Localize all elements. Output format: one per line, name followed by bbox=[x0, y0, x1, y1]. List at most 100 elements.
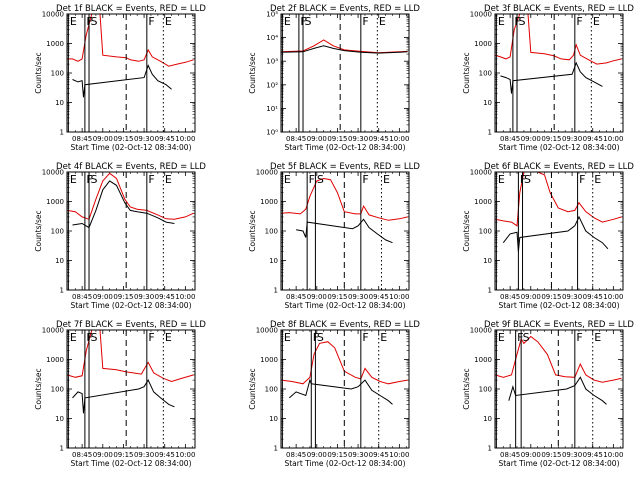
x-tick-label: 10:00 bbox=[175, 451, 195, 459]
y-axis-label: Counts/sec bbox=[248, 368, 257, 409]
chart-title: Det 6f BLACK = Events, RED = LLD bbox=[484, 162, 634, 172]
plot-frame bbox=[494, 171, 624, 291]
interval-marker-label: S bbox=[305, 15, 312, 28]
chart-panel: Det 8f BLACK = Events, RED = LLD 1 10 100 10… bbox=[248, 320, 420, 468]
y-axis-label: Counts/sec bbox=[462, 52, 471, 93]
interval-marker-label: F bbox=[86, 15, 92, 28]
y-tick-label: 100 bbox=[265, 386, 278, 394]
x-tick-label: 09:30 bbox=[348, 135, 368, 143]
x-tick-label: 08:45 bbox=[286, 293, 306, 301]
y-tick-label: 1 bbox=[60, 445, 64, 453]
x-tick-label: 09:15 bbox=[113, 293, 133, 301]
x-tick-label: 09:45 bbox=[583, 135, 603, 143]
y-tick-label: 10000 bbox=[42, 11, 64, 19]
y-axis-label: Counts/sec bbox=[248, 210, 257, 251]
interval-marker-label: S bbox=[519, 15, 526, 28]
y-tick-label: 10000 bbox=[470, 327, 492, 335]
x-tick-label: 08:45 bbox=[500, 135, 520, 143]
interval-marker-label: F bbox=[313, 331, 319, 344]
x-tick-label: 08:45 bbox=[72, 135, 92, 143]
chart-panel: Det 2f BLACK = Events, RED = LLD 10⁰ 10¹ 10… bbox=[248, 4, 420, 152]
interval-marker-label: F bbox=[148, 331, 154, 344]
y-tick-label: 10000 bbox=[42, 327, 64, 335]
x-tick-label: 08:45 bbox=[500, 293, 520, 301]
y-tick-label: 1 bbox=[488, 445, 492, 453]
lld-series-line bbox=[67, 172, 194, 220]
interval-marker-label: E bbox=[498, 15, 505, 28]
y-axis-label: Counts/sec bbox=[248, 52, 257, 93]
interval-marker-label: F bbox=[86, 173, 92, 186]
y-tick-label: 10000 bbox=[256, 169, 278, 177]
plot-frame bbox=[280, 13, 410, 133]
interval-marker-label: E bbox=[380, 331, 387, 344]
y-tick-label: 1 bbox=[60, 129, 64, 137]
x-tick-label: 10:00 bbox=[603, 293, 623, 301]
x-tick-label: 09:45 bbox=[155, 451, 175, 459]
x-tick-label: 10:00 bbox=[389, 135, 409, 143]
chart-title: Det 1f BLACK = Events, RED = LLD bbox=[56, 4, 206, 14]
y-tick-label: 1000 bbox=[46, 356, 64, 364]
x-tick-label: 09:15 bbox=[541, 293, 561, 301]
y-tick-label: 10 bbox=[483, 99, 492, 107]
y-tick-label: 100 bbox=[479, 70, 492, 78]
interval-marker-label: S bbox=[524, 173, 531, 186]
x-tick-label: 09:00 bbox=[93, 451, 113, 459]
interval-marker-label: F bbox=[579, 173, 585, 186]
interval-marker-label: E bbox=[498, 331, 505, 344]
interval-marker-label: S bbox=[91, 331, 98, 344]
events-series-line bbox=[502, 215, 609, 252]
y-axis-label: Counts/sec bbox=[34, 210, 43, 251]
y-tick-label: 10000 bbox=[470, 11, 492, 19]
x-tick-label: 08:45 bbox=[72, 451, 92, 459]
chart-title: Det 3f BLACK = Events, RED = LLD bbox=[484, 4, 634, 14]
y-tick-label: 1000 bbox=[474, 198, 492, 206]
x-tick-label: 09:00 bbox=[93, 135, 113, 143]
x-tick-label: 09:00 bbox=[521, 451, 541, 459]
interval-marker-label: F bbox=[517, 331, 523, 344]
events-series-line bbox=[72, 180, 175, 229]
y-axis-label: Counts/sec bbox=[462, 368, 471, 409]
x-tick-label: 09:45 bbox=[155, 293, 175, 301]
plot-frame bbox=[66, 13, 196, 133]
y-axis-label: Counts/sec bbox=[34, 368, 43, 409]
y-tick-label: 1000 bbox=[46, 40, 64, 48]
x-tick-label: 10:00 bbox=[389, 293, 409, 301]
x-tick-label: 09:30 bbox=[134, 135, 154, 143]
x-tick-label: 09:00 bbox=[93, 293, 113, 301]
interval-marker-label: S bbox=[523, 331, 530, 344]
interval-marker-label: S bbox=[317, 331, 324, 344]
events-series-line bbox=[500, 61, 603, 94]
chart-panel: Det 9f BLACK = Events, RED = LLD 1 10 100 10… bbox=[462, 320, 634, 468]
interval-marker-label: F bbox=[362, 173, 368, 186]
x-tick-label: 09:45 bbox=[583, 451, 603, 459]
interval-marker-label: E bbox=[165, 15, 172, 28]
x-tick-label: 08:45 bbox=[500, 451, 520, 459]
x-tick-label: 09:00 bbox=[307, 451, 327, 459]
chart-panel: Det 3f BLACK = Events, RED = LLD 1 10 100 10… bbox=[462, 4, 634, 152]
y-tick-label: 100 bbox=[51, 228, 64, 236]
plot-frame bbox=[280, 171, 410, 291]
x-tick-label: 09:00 bbox=[307, 135, 327, 143]
y-tick-label: 1000 bbox=[474, 40, 492, 48]
y-axis-label: Counts/sec bbox=[462, 210, 471, 251]
interval-marker-label: E bbox=[70, 173, 77, 186]
x-tick-label: 09:45 bbox=[583, 293, 603, 301]
chart-title: Det 2f BLACK = Events, RED = LLD bbox=[270, 4, 420, 14]
y-tick-label: 100 bbox=[479, 228, 492, 236]
lld-series-line bbox=[495, 14, 622, 65]
x-tick-label: 09:30 bbox=[562, 451, 582, 459]
x-axis-label: Start Time (02-Oct-12 08:34:00) bbox=[70, 459, 191, 468]
x-tick-label: 09:45 bbox=[369, 135, 389, 143]
y-tick-label: 10 bbox=[269, 257, 278, 265]
x-axis-label: Start Time (02-Oct-12 08:34:00) bbox=[70, 301, 191, 310]
y-tick-label: 1 bbox=[274, 445, 278, 453]
chart-panel: Det 5f BLACK = Events, RED = LLD 1 10 100 10… bbox=[248, 162, 420, 310]
interval-marker-label: F bbox=[148, 15, 154, 28]
y-tick-label: 100 bbox=[265, 228, 278, 236]
x-tick-label: 10:00 bbox=[603, 135, 623, 143]
interval-marker-label: F bbox=[362, 15, 368, 28]
x-axis-label: Start Time (02-Oct-12 08:34:00) bbox=[498, 459, 619, 468]
x-tick-label: 09:15 bbox=[327, 293, 347, 301]
y-tick-label: 100 bbox=[479, 386, 492, 394]
